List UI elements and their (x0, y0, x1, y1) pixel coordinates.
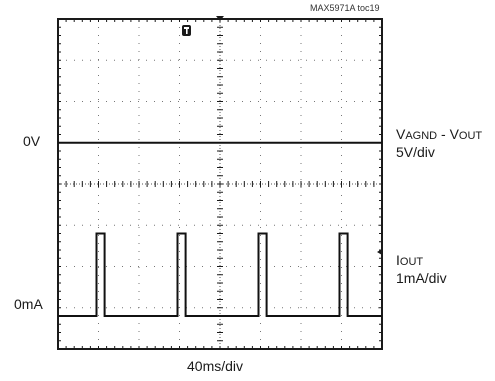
ch1-scale: 5V/div (396, 144, 435, 160)
trigger-level-marker (377, 249, 382, 255)
trigger-marker-top (216, 16, 224, 21)
ch2-scale: 1mA/div (396, 270, 447, 286)
scope-grid (58, 19, 382, 349)
ch2-name: IOUT (396, 252, 423, 268)
trace-iout (58, 232, 382, 317)
ch1-name-mid: - V (437, 126, 459, 142)
ch1-name: VAGND - VOUT (396, 126, 482, 142)
ch1-name-main: V (396, 126, 406, 142)
ch1-name-sub1: AGND (405, 130, 438, 142)
ch2-ground-label: 0mA (14, 296, 43, 312)
ch1-name-sub2: OUT (458, 130, 483, 142)
ch1-ground-label: 0V (23, 133, 41, 149)
time-scale-label: 40ms/div (187, 358, 244, 374)
figure-id: MAX5971A toc19 (310, 3, 380, 13)
trigger-t-icon (182, 25, 191, 36)
traces (58, 141, 382, 317)
ch2-name-sub: OUT (399, 256, 424, 268)
ch2-name-main: I (396, 252, 400, 268)
